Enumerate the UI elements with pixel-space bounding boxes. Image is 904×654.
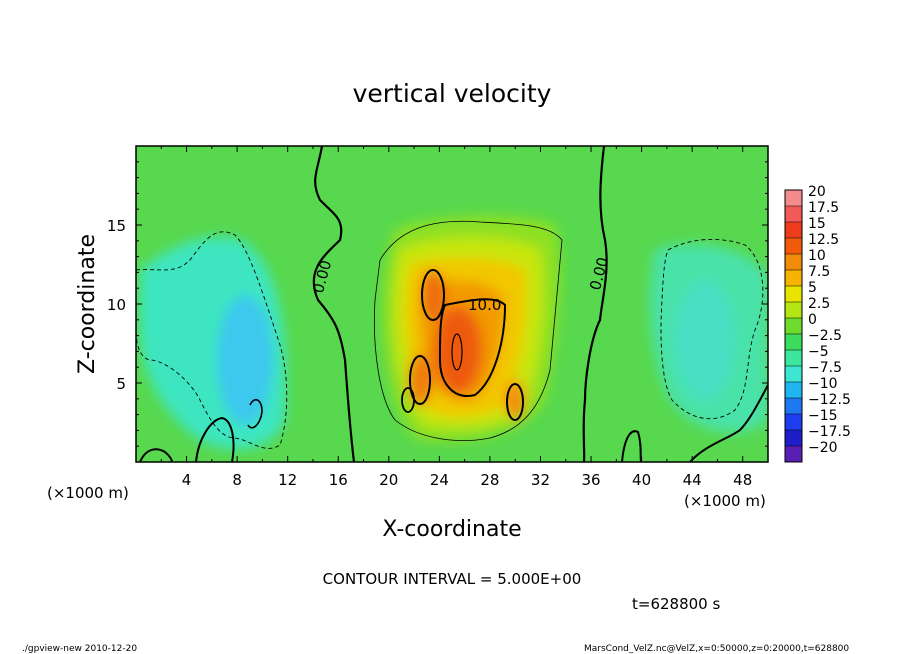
plot-field: [136, 146, 768, 462]
downdraft-left-core: [217, 295, 273, 425]
colorbar-swatch-6: [785, 286, 802, 303]
contour-zero-bottom-mid: [621, 430, 642, 462]
colorbar-label-6: 5: [808, 280, 817, 296]
colorbar-swatch-3: [785, 238, 802, 255]
y-tick-label-0: 5: [116, 375, 126, 393]
contour-neg-core: [247, 398, 263, 429]
x-tick-label-3: 16: [329, 471, 348, 489]
time-label: t=628800 s: [632, 595, 720, 613]
colorbar-swatch-4: [785, 254, 802, 271]
x-axis: 4 8 12 16 20 24 28 32 36 40 44 48: [160, 146, 752, 489]
colorbar-label-12: −10: [808, 376, 838, 392]
colorbar-swatch-11: [785, 366, 802, 383]
field-blobs: [140, 215, 768, 450]
colorbar-swatch-9: [785, 334, 802, 351]
colorbar-label-16: −20: [808, 440, 838, 456]
y-axis-label: Z-coordinate: [75, 234, 100, 374]
downdraft-right-core: [675, 280, 735, 400]
colorbar-label-0: 20: [808, 184, 826, 200]
contour-interval-text: CONTOUR INTERVAL = 5.000E+00: [323, 570, 582, 588]
x-tick-label-7: 32: [531, 471, 550, 489]
contour-ten-cell-c: [506, 383, 524, 421]
contour-neg-right: [660, 238, 764, 420]
colorbar-label-1: 17.5: [808, 200, 839, 216]
x-tick-label-5: 24: [430, 471, 449, 489]
colorbar-swatch-0: [785, 190, 802, 207]
footer-left: ./gpview-new 2010-12-20: [22, 644, 137, 654]
y-axis: 5 10 15: [107, 161, 768, 447]
colorbar-label-7: 2.5: [808, 296, 830, 312]
contour-zero-left: [312, 146, 356, 462]
x-axis-label: X-coordinate: [382, 517, 521, 542]
colorbar-label-9: −2.5: [808, 328, 842, 344]
colorbar-swatch-12: [785, 382, 802, 399]
x-tick-label-10: 44: [683, 471, 702, 489]
x-tick-label-11: 48: [733, 471, 752, 489]
contour-label-center: 10.0: [468, 296, 501, 314]
colorbar-swatch-1: [785, 206, 802, 223]
colorbar-label-11: −7.5: [808, 360, 842, 376]
x-tick-label-1: 8: [232, 471, 242, 489]
colorbar-label-4: 10: [808, 248, 826, 264]
contours: [136, 146, 768, 462]
contour-ten-cell-a: [421, 269, 445, 321]
x-tick-label-0: 4: [182, 471, 192, 489]
contour-ten-cell-d: [401, 387, 415, 413]
x-tick-label-8: 36: [581, 471, 600, 489]
colorbar-swatch-15: [785, 430, 802, 447]
cell-left-lower: [408, 354, 432, 406]
core-max: [434, 306, 482, 394]
x-axis-unit-label: (×1000 m): [47, 484, 129, 502]
contour-zero-bottom-left: [195, 416, 235, 462]
y-tick-label-2: 15: [107, 217, 126, 235]
colorbar-swatch-13: [785, 398, 802, 415]
contour-zero-bottom-far: [139, 448, 173, 462]
colorbar-swatch-10: [785, 350, 802, 367]
colorbar: 2017.51512.5107.552.50−2.5−5−7.5−10−12.5…: [784, 184, 851, 463]
x-tick-label-4: 20: [379, 471, 398, 489]
colorbar-swatch-5: [785, 270, 802, 287]
colorbar-label-10: −5: [808, 344, 829, 360]
contour-zero-right: [582, 146, 608, 462]
footer-right: MarsCond_VelZ.nc@VelZ,x=0:50000,z=0:2000…: [584, 644, 849, 654]
contour-ten: [438, 298, 507, 397]
x-tick-label-6: 28: [480, 471, 499, 489]
contour-ten-cell-b: [409, 355, 431, 405]
colorbar-label-5: 7.5: [808, 264, 830, 280]
chart-title: vertical velocity: [353, 79, 552, 108]
y-axis-unit-label: (×1000 m): [684, 492, 766, 510]
colorbar-swatch-14: [785, 414, 802, 431]
colorbar-label-3: 12.5: [808, 232, 839, 248]
colorbar-label-8: 0: [808, 312, 817, 328]
colorbar-label-15: −17.5: [808, 424, 851, 440]
colorbar-swatch-16: [785, 446, 802, 463]
colorbar-swatch-8: [785, 318, 802, 335]
contour-neg-left: [136, 231, 288, 449]
colorbar-swatch-2: [785, 222, 802, 239]
colorbar-label-2: 15: [808, 216, 826, 232]
colorbar-swatch-7: [785, 302, 802, 319]
contour-five: [373, 220, 563, 441]
y-tick-label-1: 10: [107, 296, 126, 314]
contour-fifteen-core: [451, 333, 463, 371]
x-tick-label-2: 12: [278, 471, 297, 489]
x-tick-label-9: 40: [632, 471, 651, 489]
colorbar-label-13: −12.5: [808, 392, 851, 408]
cell-left-upper: [421, 270, 445, 320]
contour-zero-bottom-right: [689, 384, 768, 462]
colorbar-label-14: −15: [808, 408, 838, 424]
